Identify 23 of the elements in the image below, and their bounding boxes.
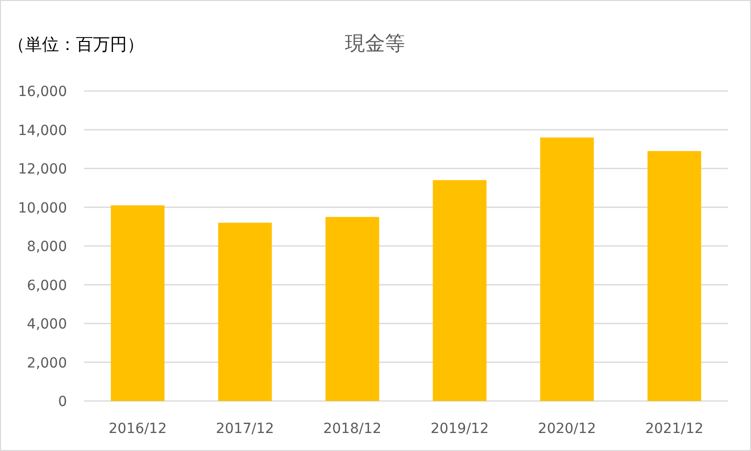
y-tick-label: 4,000 xyxy=(26,316,67,332)
y-tick-label: 8,000 xyxy=(26,239,67,255)
x-tick-label: 2016/12 xyxy=(108,421,167,437)
text: （単位：百万円） xyxy=(8,35,144,55)
bar xyxy=(432,180,486,401)
y-tick-label: 14,000 xyxy=(18,122,67,139)
bar xyxy=(110,205,164,401)
y-tick-label: 16,000 xyxy=(18,84,67,100)
y-tick-label: 2,000 xyxy=(26,355,67,372)
x-tick-label: 2020/12 xyxy=(538,421,596,437)
bar xyxy=(326,216,380,401)
x-tick-label: 2017/12 xyxy=(216,421,274,437)
x-tick-label: 2019/12 xyxy=(430,421,489,437)
y-tick-label: 0 xyxy=(58,394,67,410)
y-tick-label: 6,000 xyxy=(26,278,67,294)
bar xyxy=(540,138,594,401)
chart-title: 現金等 xyxy=(345,31,405,55)
y-tick-label: 10,000 xyxy=(18,200,67,216)
y-tick-label: 12,000 xyxy=(18,162,67,178)
bar xyxy=(648,151,702,401)
x-tick-label: 2018/12 xyxy=(323,421,382,437)
bar xyxy=(218,222,272,401)
x-tick-label: 2021/12 xyxy=(645,421,704,437)
